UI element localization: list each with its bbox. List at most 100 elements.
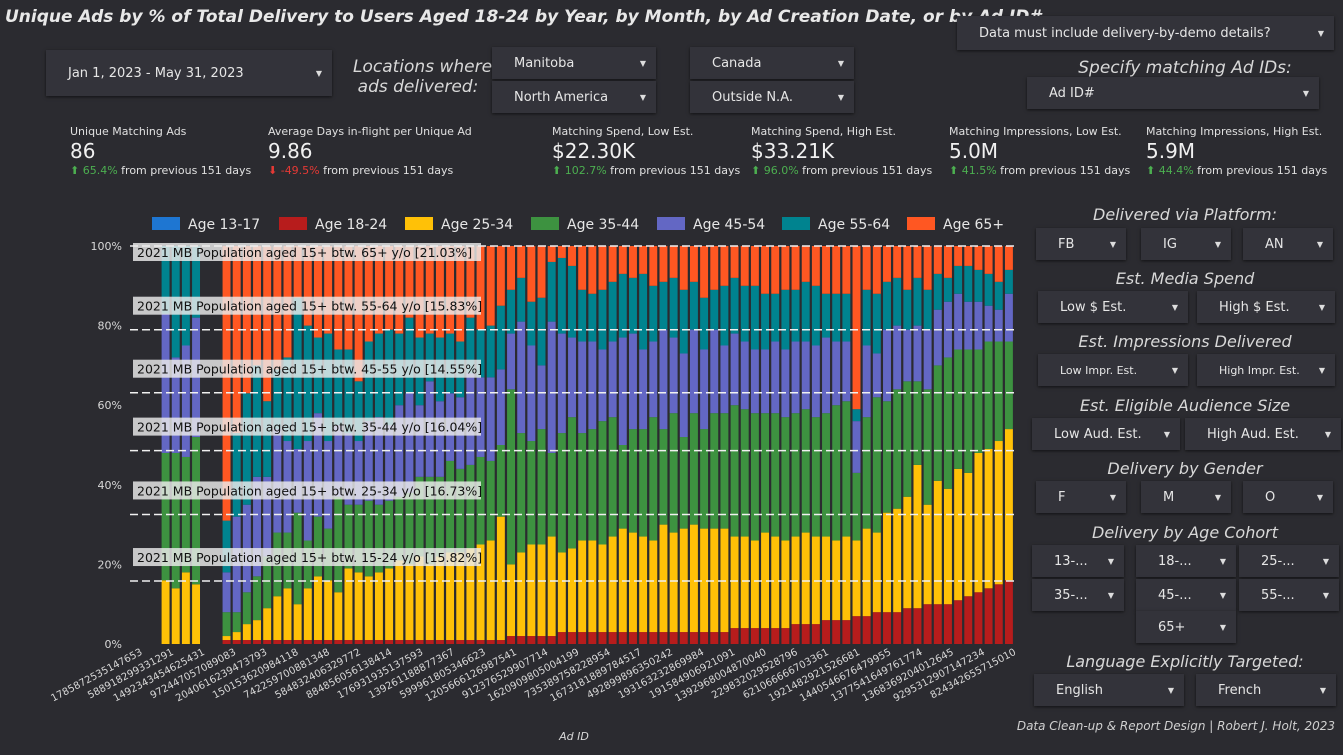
bar-segment	[547, 536, 556, 637]
bar-segment	[507, 289, 515, 334]
bar-segment	[253, 576, 261, 621]
bar-segment	[588, 429, 597, 541]
chevron-down-icon: ▼	[1318, 365, 1325, 375]
bar-segment	[273, 596, 282, 641]
bar-segment	[324, 640, 333, 644]
bar-segment	[232, 433, 241, 517]
bar-segment	[720, 413, 729, 529]
impressions-low-filter[interactable]: Low Impr. Est. ▼	[1038, 354, 1188, 386]
bar-segment	[933, 246, 942, 274]
platform-an-filter[interactable]: AN ▼	[1243, 228, 1333, 260]
bar-segment	[527, 301, 536, 346]
bar-segment	[456, 640, 465, 644]
bar-segment	[740, 409, 749, 537]
age-18-filter[interactable]: 18-... ▼	[1136, 545, 1236, 577]
bar-segment	[486, 246, 495, 326]
location-outside-na-filter[interactable]: Outside N.A. ▼	[690, 81, 854, 113]
bar-segment	[242, 393, 251, 505]
bar-segment	[405, 317, 414, 394]
gender-f-filter[interactable]: F ▼	[1036, 481, 1126, 513]
impressions-high-filter[interactable]: High Impr. Est. ▼	[1197, 354, 1335, 386]
bar-segment	[435, 476, 444, 557]
bar-segment	[547, 452, 556, 537]
bar-segment	[527, 246, 536, 302]
kpi-card: Unique Matching Ads 86 ⬆ 65.4% from previo…	[70, 125, 260, 177]
bar-segment	[659, 524, 668, 633]
language-french-filter[interactable]: French ▼	[1196, 674, 1336, 706]
age-55-filter[interactable]: 55-... ▼	[1239, 579, 1339, 611]
bar-segment	[964, 246, 973, 266]
bar-segment	[913, 246, 922, 278]
age-45-filter[interactable]: 45-... ▼	[1136, 579, 1236, 611]
bar-segment	[476, 329, 485, 378]
reference-label-bg	[133, 417, 481, 436]
kpi-change: ⬆ 41.5% from previous 151 days	[949, 164, 1139, 177]
bar-segment	[507, 333, 515, 390]
bar-segment	[842, 536, 851, 621]
gender-o-filter[interactable]: O ▼	[1243, 481, 1333, 513]
kpi-change-percent: -49.5%	[280, 164, 320, 177]
bar-segment	[405, 492, 414, 565]
bar-segment	[314, 246, 322, 338]
bar-segment	[222, 520, 231, 573]
gender-f-filter-label: F	[1058, 489, 1066, 505]
bar-segment	[781, 246, 790, 290]
bar-segment	[293, 246, 302, 298]
bar-segment	[730, 246, 739, 278]
gender-m-filter[interactable]: M ▼	[1141, 481, 1231, 513]
age-45-filter-label: 45-...	[1158, 587, 1192, 603]
bar-segment	[578, 632, 587, 644]
bar-segment	[852, 616, 861, 644]
audience-high-filter[interactable]: High Aud. Est. ▼	[1185, 418, 1341, 450]
language-english-filter[interactable]: English ▼	[1034, 674, 1184, 706]
bar-segment	[832, 620, 841, 644]
kpi-change: ⬆ 102.7% from previous 151 days	[552, 164, 742, 177]
spend-high-filter[interactable]: High $ Est. ▼	[1197, 291, 1335, 323]
chevron-down-icon: ▼	[1214, 492, 1221, 502]
location-manitoba-filter[interactable]: Manitoba ▼	[492, 47, 656, 79]
bar-segment	[822, 620, 830, 644]
bar-segment	[557, 257, 566, 334]
bar-segment	[303, 640, 312, 644]
y-tick-label: 80%	[98, 320, 122, 333]
bar-segment	[568, 417, 576, 549]
bar-segment	[537, 297, 546, 366]
bar-segment	[568, 246, 576, 266]
arrow-up-icon: ⬆	[949, 164, 959, 177]
bar-segment	[334, 496, 343, 593]
bar-segment	[629, 277, 637, 334]
bar-segment	[679, 353, 688, 438]
age-65-filter[interactable]: 65+ ▼	[1136, 611, 1236, 643]
gender-label: Delivery by Gender	[1107, 459, 1263, 478]
legend-label: Age 45-54	[693, 217, 765, 233]
bar-segment	[293, 640, 302, 644]
bar-segment	[527, 636, 536, 644]
age-13-filter[interactable]: 13-... ▼	[1032, 545, 1124, 577]
platform-fb-filter[interactable]: FB ▼	[1036, 228, 1126, 260]
kpi-value: $33.21K	[751, 139, 835, 163]
bar-segment	[161, 313, 170, 453]
date-range-picker[interactable]: Jan 1, 2023 - May 31, 2023 ▼	[46, 50, 332, 96]
bar-segment	[293, 604, 302, 641]
reference-line-label: 2021 MB Population aged 15+ btw. 15-24 y…	[137, 550, 482, 565]
bar-segment	[415, 246, 424, 338]
location-canada-filter[interactable]: Canada ▼	[690, 47, 854, 79]
chevron-down-icon: ▼	[1219, 590, 1226, 600]
bar-segment	[761, 349, 770, 414]
platform-ig-filter[interactable]: IG ▼	[1141, 228, 1231, 260]
bar-segment	[588, 293, 597, 342]
location-north-america-filter[interactable]: North America ▼	[492, 81, 656, 113]
bar-segment	[171, 452, 180, 589]
bar-segment	[1004, 246, 1013, 270]
spend-low-filter[interactable]: Low $ Est. ▼	[1038, 291, 1188, 323]
bar-segment	[608, 246, 617, 282]
bar-segment	[943, 246, 952, 278]
age-35-filter[interactable]: 35-... ▼	[1032, 579, 1124, 611]
ad-id-filter[interactable]: Ad ID# ▼	[1027, 77, 1319, 109]
chevron-down-icon: ▼	[837, 92, 844, 102]
bar-segment	[710, 289, 719, 330]
demo-details-filter[interactable]: Data must include delivery-by-demo detai…	[957, 16, 1334, 50]
age-25-filter[interactable]: 25-... ▼	[1239, 545, 1339, 577]
audience-low-filter[interactable]: Low Aud. Est. ▼	[1032, 418, 1180, 450]
bar-segment	[344, 504, 353, 569]
